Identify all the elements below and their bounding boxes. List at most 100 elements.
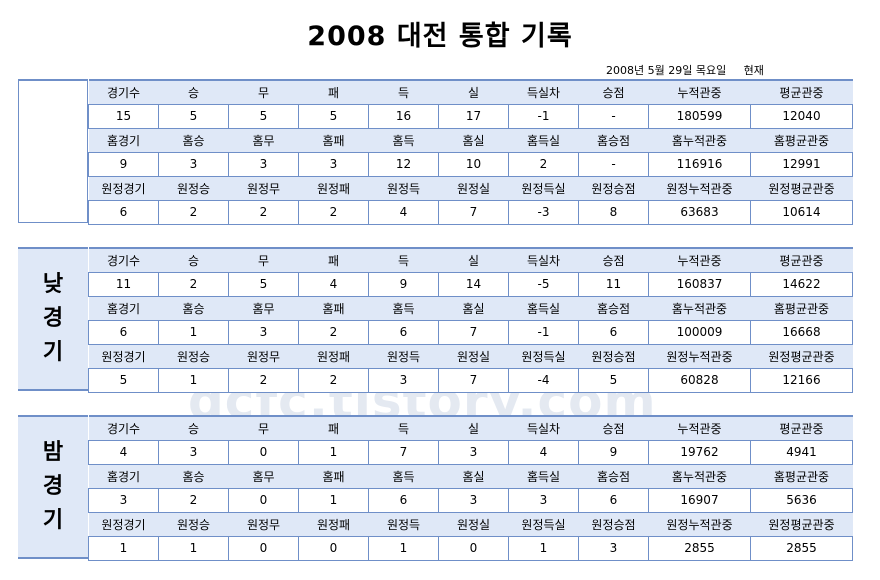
section-label-char: 기 [42, 508, 64, 533]
value-cell: 1 [158, 535, 229, 561]
header-cell: 원정경기 [88, 176, 159, 201]
value-cell: 0 [438, 535, 509, 561]
value-cell: 3 [298, 151, 369, 177]
header-cell: 패 [298, 247, 369, 273]
total-value-row: 11 2 5 4 9 14 -5 11 160837 14622 [88, 271, 853, 297]
value-cell: 7 [438, 199, 509, 225]
header-cell: 홈승점 [578, 296, 649, 321]
value-cell: 3 [158, 439, 229, 465]
header-cell: 원정승 [158, 344, 229, 369]
header-cell: 실 [438, 79, 509, 105]
header-cell: 실 [438, 415, 509, 441]
value-cell: 3 [158, 151, 229, 177]
value-cell: 2 [298, 367, 369, 393]
header-cell: 무 [228, 247, 299, 273]
header-cell: 원정실 [438, 344, 509, 369]
value-cell: 3 [228, 319, 299, 345]
section-label-char: 경 [42, 474, 64, 499]
header-cell: 득 [368, 79, 439, 105]
value-cell: 6 [368, 319, 439, 345]
header-cell: 홈득실 [508, 296, 579, 321]
header-cell: 원정경기 [88, 512, 159, 537]
value-cell: 3 [438, 487, 509, 513]
value-cell: 63683 [648, 199, 751, 225]
header-cell: 원정실 [438, 176, 509, 201]
header-cell: 경기수 [88, 415, 159, 441]
value-cell: 160837 [648, 271, 751, 297]
value-cell: 12 [368, 151, 439, 177]
value-cell: 1 [298, 439, 369, 465]
value-cell: - [578, 151, 649, 177]
header-cell: 무 [228, 415, 299, 441]
value-cell: 5 [578, 367, 649, 393]
record-table: 경기수 승 무 패 득 실 득실차 승점 누적관중 평균관중 15 5 5 5 16 17 -1-180599 1… [88, 79, 853, 225]
value-cell: 4 [88, 439, 159, 465]
header-cell: 패 [298, 415, 369, 441]
header-cell: 원정경기 [88, 344, 159, 369]
header-cell: 홈득실 [508, 128, 579, 153]
value-cell: 6 [578, 487, 649, 513]
value-cell: 2 [228, 199, 299, 225]
value-cell: 7 [438, 367, 509, 393]
value-cell: 1 [158, 319, 229, 345]
value-cell: 2 [298, 199, 369, 225]
value-cell: 100009 [648, 319, 751, 345]
header-cell: 홈경기 [88, 464, 159, 489]
record-table: 경기수 승 무 패 득 실 득실차 승점 누적관중 평균관중 4 3 0 1 7 3 4 9 19762 4941 홈경… [88, 415, 853, 561]
header-cell: 실 [438, 247, 509, 273]
home-header-row: 홈경기 홈승 홈무 홈패 홈득 홈실 홈득실 홈승점 홈누적관중 홈평균관중 [88, 464, 853, 489]
header-cell: 원정누적관중 [648, 344, 751, 369]
header-cell: 원정누적관중 [648, 176, 751, 201]
header-cell: 홈패 [298, 296, 369, 321]
value-cell: 12166 [750, 367, 853, 393]
value-cell: 3 [88, 487, 159, 513]
value-cell: 8 [578, 199, 649, 225]
header-cell: 원정누적관중 [648, 512, 751, 537]
value-cell: 16 [368, 103, 439, 129]
header-cell: 홈누적관중 [648, 296, 751, 321]
header-cell: 홈무 [228, 128, 299, 153]
value-cell: 16907 [648, 487, 751, 513]
header-cell: 득 [368, 247, 439, 273]
value-cell: 1 [88, 535, 159, 561]
header-cell: 원정득 [368, 512, 439, 537]
record-table: 경기수 승 무 패 득 실 득실차 승점 누적관중 평균관중 11 2 5 4 9 14 -5 11 160837 1… [88, 247, 853, 393]
header-cell: 홈승점 [578, 128, 649, 153]
header-cell: 경기수 [88, 247, 159, 273]
header-cell: 원정평균관중 [750, 176, 853, 201]
header-cell: 원정득실 [508, 344, 579, 369]
header-cell: 홈무 [228, 464, 299, 489]
value-cell: 0 [298, 535, 369, 561]
value-cell: 6 [578, 319, 649, 345]
header-cell: 누적관중 [648, 247, 751, 273]
header-cell: 원정득실 [508, 176, 579, 201]
header-cell: 홈누적관중 [648, 464, 751, 489]
total-header-row: 경기수 승 무 패 득 실 득실차 승점 누적관중 평균관중 [88, 415, 853, 441]
header-cell: 홈패 [298, 128, 369, 153]
header-cell: 승점 [578, 247, 649, 273]
header-cell: 원정승점 [578, 344, 649, 369]
header-cell: 승점 [578, 415, 649, 441]
header-cell: 무 [228, 79, 299, 105]
value-cell: -3 [508, 199, 579, 225]
header-cell: 승점 [578, 79, 649, 105]
header-cell: 원정득 [368, 176, 439, 201]
header-cell: 원정평균관중 [750, 512, 853, 537]
section-label [18, 79, 88, 223]
header-cell: 평균관중 [750, 247, 853, 273]
value-cell: 0 [228, 535, 299, 561]
value-cell: 1 [368, 535, 439, 561]
home-value-row: 6 1 3 2 6 7 -1 6 100009 16668 [88, 319, 853, 345]
away-header-row: 원정경기 원정승 원정무 원정패 원정득 원정실 원정득실 원정승점 원정누적관중 원정평균관중 [88, 344, 853, 369]
value-cell: 5 [298, 103, 369, 129]
header-cell: 승 [158, 415, 229, 441]
value-cell: 1 [508, 535, 579, 561]
header-cell: 홈실 [438, 296, 509, 321]
value-cell: -4 [508, 367, 579, 393]
value-cell: 11 [578, 271, 649, 297]
value-cell: 7 [438, 319, 509, 345]
header-cell: 누적관중 [648, 415, 751, 441]
header-cell: 홈승점 [578, 464, 649, 489]
